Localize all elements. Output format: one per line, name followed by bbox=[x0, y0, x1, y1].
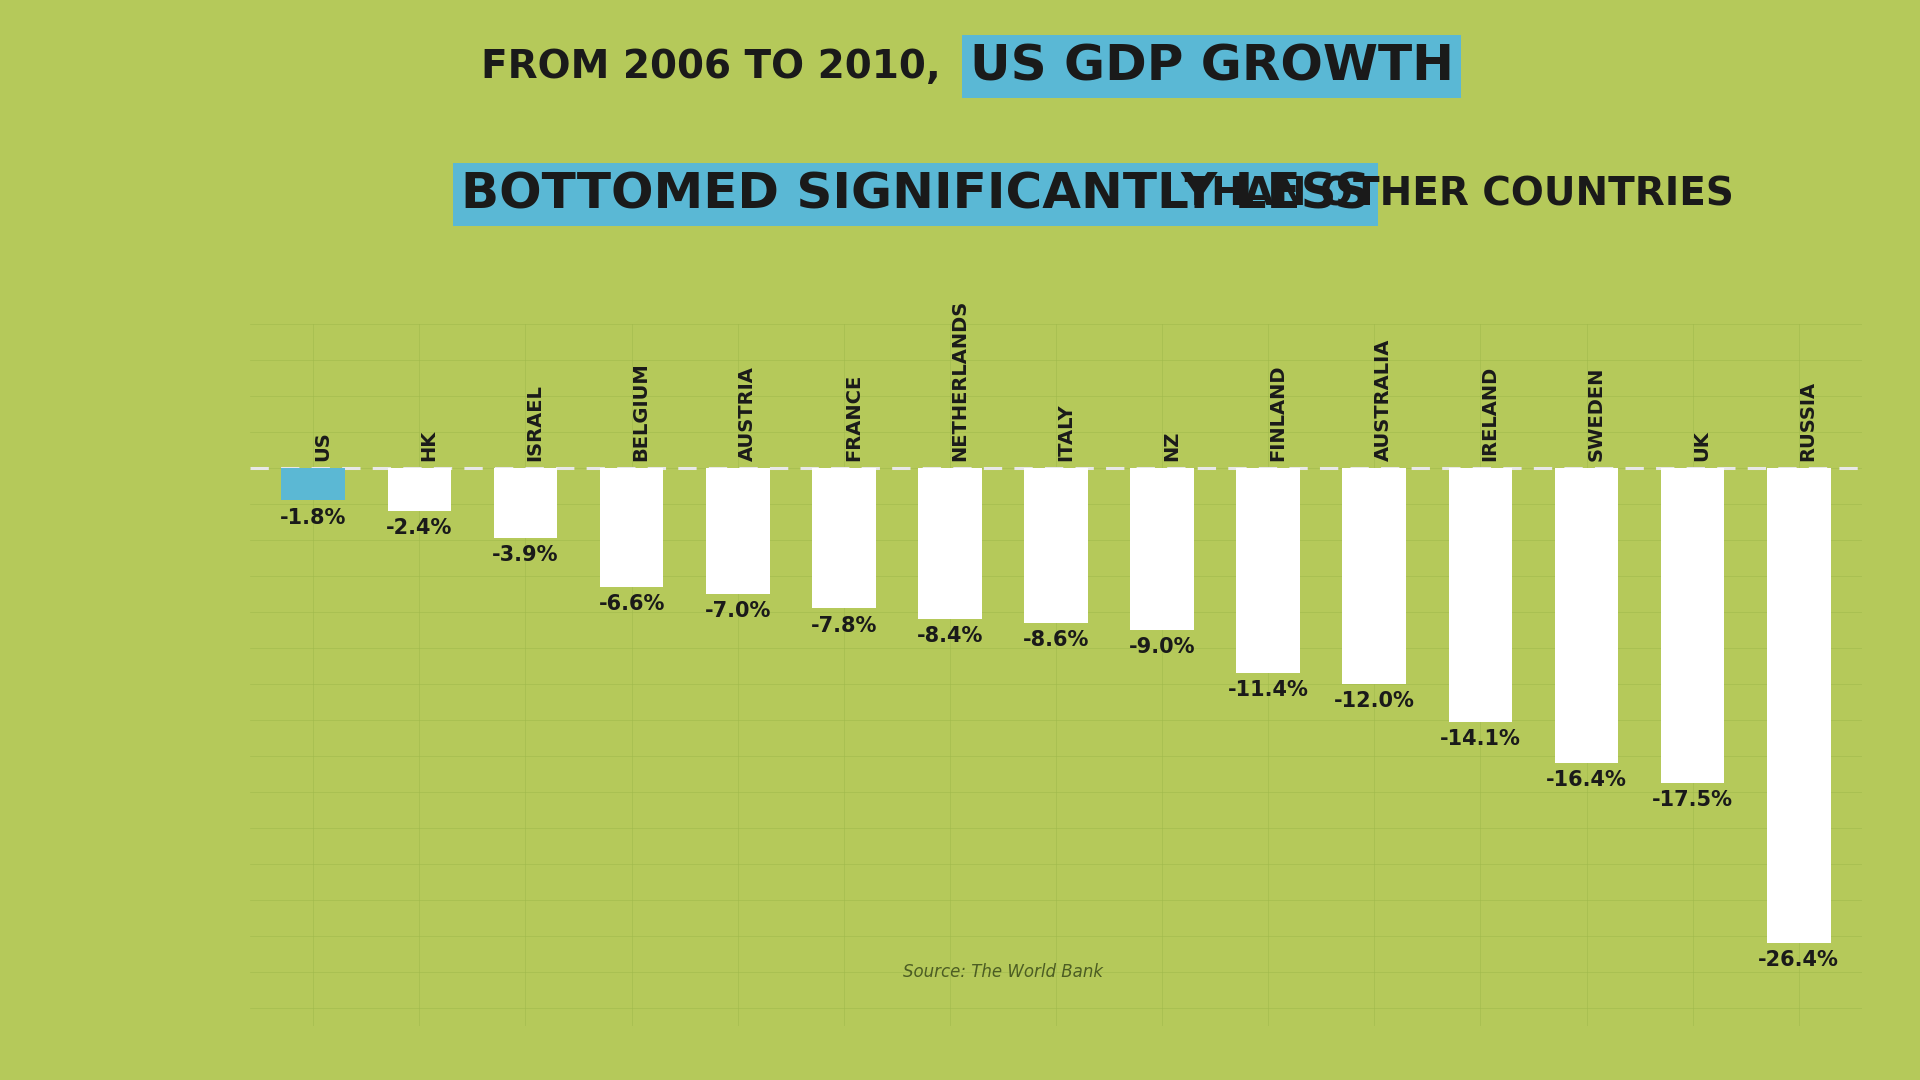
Text: -9.0%: -9.0% bbox=[1129, 637, 1196, 658]
Text: -11.4%: -11.4% bbox=[1227, 680, 1309, 701]
Bar bbox=[1131, 468, 1194, 630]
Text: FROM 2006 TO 2010,: FROM 2006 TO 2010, bbox=[482, 48, 941, 85]
Text: FRANCE: FRANCE bbox=[843, 374, 862, 461]
Bar bbox=[1236, 468, 1300, 673]
Text: IRELAND: IRELAND bbox=[1480, 365, 1500, 461]
Text: US: US bbox=[313, 431, 332, 461]
Text: -17.5%: -17.5% bbox=[1651, 791, 1734, 810]
Text: -3.9%: -3.9% bbox=[492, 545, 559, 566]
Text: AUSTRIA: AUSTRIA bbox=[737, 366, 756, 461]
Text: THAN OTHER COUNTRIES: THAN OTHER COUNTRIES bbox=[1171, 176, 1734, 214]
Bar bbox=[812, 468, 876, 608]
Text: BELGIUM: BELGIUM bbox=[632, 362, 651, 461]
Text: ITALY: ITALY bbox=[1056, 403, 1075, 461]
Text: NZ: NZ bbox=[1162, 431, 1181, 461]
Text: RUSSIA: RUSSIA bbox=[1799, 380, 1818, 461]
Text: -12.0%: -12.0% bbox=[1334, 691, 1415, 712]
Bar bbox=[707, 468, 770, 594]
Text: AUSTRALIA: AUSTRALIA bbox=[1375, 338, 1394, 461]
Text: US GDP GROWTH: US GDP GROWTH bbox=[970, 42, 1453, 91]
Bar bbox=[493, 468, 557, 538]
Text: SWEDEN: SWEDEN bbox=[1586, 366, 1605, 461]
Text: BOTTOMED SIGNIFICANTLY LESS: BOTTOMED SIGNIFICANTLY LESS bbox=[461, 171, 1371, 219]
Text: Source: The World Bank: Source: The World Bank bbox=[902, 963, 1102, 981]
Text: -8.6%: -8.6% bbox=[1023, 630, 1089, 650]
Bar bbox=[1661, 468, 1724, 783]
Bar bbox=[388, 468, 451, 511]
Text: -7.8%: -7.8% bbox=[810, 616, 877, 636]
Bar bbox=[282, 468, 346, 500]
Text: -14.1%: -14.1% bbox=[1440, 729, 1521, 750]
Text: -1.8%: -1.8% bbox=[280, 508, 346, 528]
Text: -16.4%: -16.4% bbox=[1546, 770, 1626, 791]
Bar bbox=[1342, 468, 1405, 684]
Text: UK: UK bbox=[1693, 430, 1711, 461]
Text: -8.4%: -8.4% bbox=[916, 626, 983, 647]
Text: -7.0%: -7.0% bbox=[705, 602, 770, 621]
Bar bbox=[1023, 468, 1089, 623]
Text: -6.6%: -6.6% bbox=[599, 594, 664, 615]
Text: HK: HK bbox=[419, 430, 438, 461]
Text: -2.4%: -2.4% bbox=[386, 518, 453, 539]
Bar bbox=[918, 468, 981, 619]
Text: FINLAND: FINLAND bbox=[1269, 364, 1286, 461]
Text: NETHERLANDS: NETHERLANDS bbox=[950, 299, 970, 461]
Bar bbox=[1555, 468, 1619, 764]
Text: ISRAEL: ISRAEL bbox=[526, 383, 545, 461]
Bar bbox=[1766, 468, 1830, 943]
Bar bbox=[1448, 468, 1513, 721]
Text: -26.4%: -26.4% bbox=[1759, 950, 1839, 971]
Bar bbox=[599, 468, 664, 586]
